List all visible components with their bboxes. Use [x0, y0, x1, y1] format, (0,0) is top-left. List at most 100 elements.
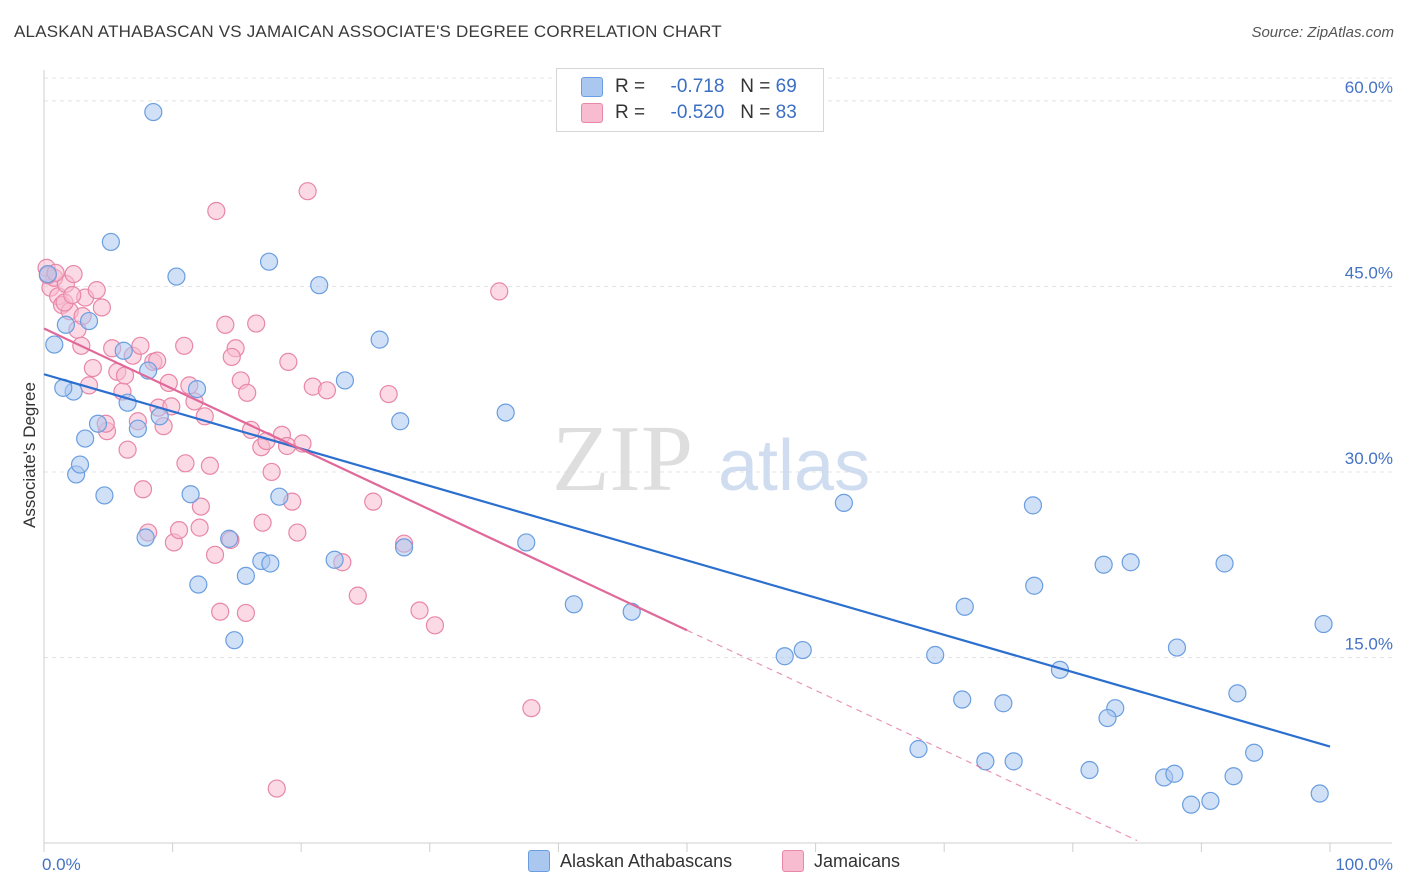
axes: [43, 70, 1392, 852]
point-athabascan: [128, 419, 147, 438]
legend-r-value: -0.520: [670, 102, 725, 123]
legend-row-jamaican: R = -0.520 N = 83: [581, 100, 797, 126]
point-athabascan: [181, 485, 200, 504]
point-athabascan: [1310, 784, 1329, 803]
point-athabascan: [70, 455, 90, 474]
point-athabascan: [335, 371, 355, 390]
series-swatch-athabascan: [528, 850, 550, 872]
point-athabascan: [1201, 791, 1220, 811]
point-athabascan: [976, 752, 995, 771]
y-tick-label: 15.0%: [1345, 634, 1393, 653]
x-tick-label-min: 0.0%: [42, 855, 81, 874]
point-athabascan: [517, 533, 536, 552]
point-jamaican: [216, 315, 235, 334]
point-athabascan: [622, 602, 641, 621]
point-athabascan: [1215, 554, 1234, 573]
point-jamaican: [522, 699, 541, 718]
watermark-atlas: atlas: [718, 426, 870, 506]
point-jamaican: [236, 603, 256, 623]
point-athabascan: [225, 631, 244, 650]
point-athabascan: [95, 486, 114, 505]
point-jamaican: [222, 347, 241, 367]
point-athabascan: [1025, 576, 1044, 595]
point-athabascan: [144, 102, 163, 122]
point-athabascan: [220, 529, 239, 548]
point-jamaican: [87, 281, 106, 300]
legend-swatch-athabascan: [581, 77, 603, 97]
point-jamaican: [410, 601, 429, 620]
legend-n-value: 83: [775, 102, 797, 123]
point-athabascan: [38, 264, 57, 284]
y-tick-label: 45.0%: [1345, 263, 1393, 282]
chart-title: ALASKAN ATHABASCAN VS JAMAICAN ASSOCIATE…: [14, 22, 722, 41]
point-athabascan: [189, 575, 208, 594]
point-athabascan: [953, 690, 972, 709]
point-jamaican: [247, 314, 266, 333]
point-jamaican: [169, 520, 189, 540]
point-athabascan: [56, 315, 75, 334]
point-jamaican: [490, 282, 509, 301]
point-jamaican: [200, 456, 219, 475]
point-athabascan: [1098, 708, 1117, 728]
point-athabascan: [1245, 743, 1264, 762]
point-athabascan: [136, 528, 155, 547]
point-athabascan: [394, 538, 414, 557]
point-athabascan: [261, 554, 280, 573]
point-athabascan: [564, 595, 583, 614]
series-label-athabascan: Alaskan Athabascans: [560, 850, 733, 871]
trend-line-jamaican-extension: [686, 629, 1138, 842]
point-athabascan: [167, 267, 186, 286]
point-jamaican: [133, 480, 153, 499]
legend-r-label: R =: [615, 102, 646, 123]
point-jamaican: [379, 384, 398, 404]
point-jamaican: [83, 358, 102, 378]
legend-n-label: N =: [740, 102, 771, 123]
point-athabascan: [391, 412, 410, 431]
point-athabascan: [994, 694, 1013, 713]
point-jamaican: [64, 264, 83, 284]
y-tick-label: 30.0%: [1345, 449, 1393, 468]
point-athabascan: [1182, 795, 1201, 814]
series-swatch-jamaican: [782, 850, 804, 872]
point-athabascan: [1167, 638, 1187, 657]
point-athabascan: [88, 414, 108, 433]
point-jamaican: [191, 497, 210, 516]
point-jamaican: [288, 523, 307, 542]
point-athabascan: [45, 335, 64, 354]
point-athabascan: [114, 341, 133, 360]
legend-r-value: -0.718: [670, 76, 725, 97]
point-athabascan: [793, 640, 812, 660]
point-athabascan: [1224, 767, 1243, 786]
point-athabascan: [1121, 553, 1140, 572]
point-athabascan: [926, 645, 945, 665]
legend-n-value: 69: [775, 76, 797, 97]
point-athabascan: [101, 232, 120, 252]
point-jamaican: [348, 586, 367, 605]
point-jamaican: [205, 545, 225, 564]
point-jamaican: [207, 201, 226, 221]
point-athabascan: [496, 403, 515, 422]
point-athabascan: [325, 550, 344, 569]
point-athabascan: [1023, 496, 1043, 515]
series-legend-athabascan: Alaskan Athabascans: [528, 850, 732, 872]
trend-lines: [43, 327, 1331, 842]
point-jamaican: [92, 298, 111, 317]
point-athabascan: [270, 487, 289, 506]
point-athabascan: [775, 647, 794, 666]
point-athabascan: [118, 393, 137, 412]
point-athabascan: [310, 276, 329, 295]
point-jamaican: [176, 454, 195, 473]
series-legend-jamaican: Jamaicans: [782, 850, 900, 872]
point-jamaican: [425, 616, 445, 635]
data-points: [37, 102, 1333, 814]
trend-line-jamaican: [43, 327, 688, 632]
point-jamaican: [317, 381, 337, 400]
y-axis-label: Associate's Degree: [20, 382, 39, 528]
point-athabascan: [76, 429, 95, 448]
point-athabascan: [79, 311, 99, 331]
point-jamaican: [131, 336, 150, 355]
point-jamaican: [298, 182, 317, 201]
point-athabascan: [259, 252, 279, 271]
point-athabascan: [955, 597, 974, 616]
point-jamaican: [118, 440, 137, 459]
